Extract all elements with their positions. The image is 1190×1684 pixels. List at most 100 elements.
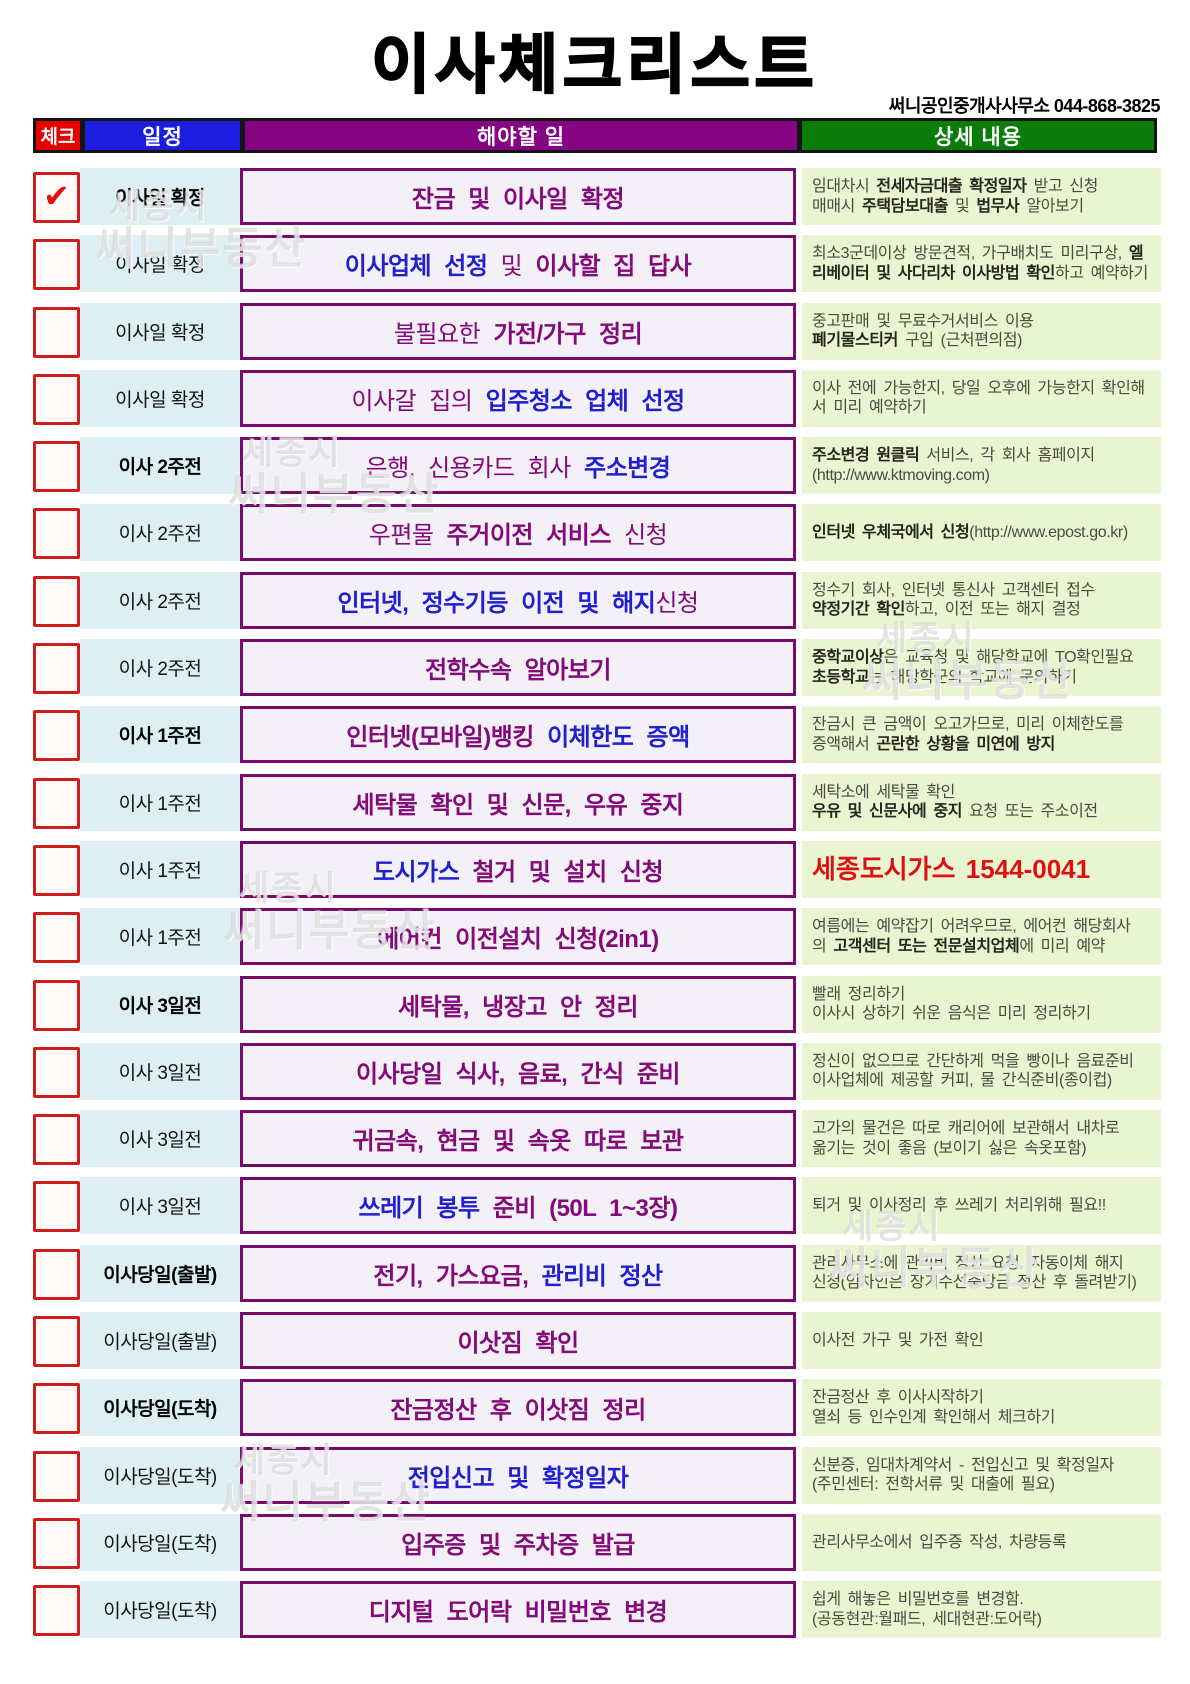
text-segment: 이사전 가구 및 가전 확인	[812, 1331, 984, 1349]
row-checkbox[interactable]	[33, 844, 80, 896]
row-checkbox[interactable]	[33, 710, 80, 762]
text-segment: 세탁물 확인 및 신문, 우유 중지	[352, 791, 684, 819]
text-segment: 요청 또는 주소이전	[962, 803, 1098, 821]
text-segment: 관리사무소에서 입주증 작성, 차량등록	[812, 1533, 1067, 1551]
table-row: 이사당일(출발) 전기, 가스요금, 관리비 정산 관리사무소에 관리비 정산 요청…	[33, 1244, 1167, 1302]
text-segment: 임대차시	[812, 177, 877, 195]
text-segment: 신청	[610, 522, 668, 550]
table-row: 이사일 확정 이사업체 선정 및 이사할 집 답사 최소3군데이상 방문견적, 가구…	[33, 235, 1167, 293]
detail-line: 관리사무소에서 입주증 작성, 차량등록	[812, 1533, 1157, 1553]
row-checkbox[interactable]	[33, 979, 80, 1031]
row-checkbox[interactable]	[33, 239, 80, 291]
detail-line: (http://www.ktmoving.com)	[812, 466, 1157, 486]
row-checkbox[interactable]	[33, 777, 80, 829]
text-segment: 주거이전 서비스	[446, 522, 612, 550]
text-segment: 하고, 이전 또는 해지 결정	[904, 601, 1081, 619]
text-segment: 이사당일 식사, 음료, 간식 준비	[356, 1060, 680, 1088]
text-segment: 증액해서	[812, 735, 877, 753]
text-segment: 관리비 정산	[541, 1262, 664, 1290]
text-segment: 엘리베이터 및 사다리차 이사방법 확인	[812, 245, 1144, 282]
detail-cell: 세탁소에 세탁물 확인 우유 및 신문사에 중지 요청 또는 주소이전	[802, 773, 1161, 831]
text-segment: (http://www.epost.go.kr)	[969, 524, 1128, 542]
column-header-task: 해야할 일	[245, 121, 797, 150]
task-box: 세탁물 확인 및 신문, 우유 중지	[240, 773, 796, 831]
text-segment: 하고 예약하기	[1054, 264, 1148, 282]
row-checkbox[interactable]	[33, 1450, 80, 1502]
row-checkbox[interactable]	[33, 912, 80, 964]
detail-cell: 주소변경 원클릭 서비스, 각 회사 홈페이지 (http://www.ktmov…	[802, 437, 1161, 495]
text-segment: 잔금정산 후 이사시작하기	[812, 1389, 984, 1407]
text-segment: 도시가스	[372, 858, 460, 886]
schedule-cell: 이사당일(도착)	[80, 1513, 240, 1571]
detail-line: 임대차시 전세자금대출 확정일자 받고 신청	[812, 177, 1157, 197]
schedule-cell: 이사 3일전	[80, 975, 240, 1033]
task-box: 전입신고 및 확정일자	[240, 1446, 796, 1504]
text-segment: 쉽게 해놓은 비밀번호를 변경함.	[812, 1591, 1024, 1609]
text-segment: 는 해당학군의 학교에 문의하기	[869, 668, 1077, 686]
text-segment: 신분증, 임대차계약서 - 전입신고 및 확정일자	[812, 1456, 1114, 1474]
text-segment: 에어컨 이전설치 신청(2in1)	[377, 926, 659, 954]
schedule-cell: 이사 2주전	[80, 504, 240, 562]
schedule-cell: 이사 1주전	[80, 908, 240, 966]
table-row: 이사일 확정 이사갈 집의 입주청소 업체 선정 이사 전에 가능한지, 당일 오후…	[33, 369, 1167, 427]
text-segment: 전입신고 및 확정일자	[407, 1464, 629, 1492]
detail-line: 고가의 물건은 따로 캐리어에 보관해서 내차로	[812, 1119, 1157, 1139]
text-segment: 가전/가구 정리	[493, 320, 643, 348]
row-checkbox[interactable]	[33, 575, 80, 627]
text-segment: 정신이 없으므로 간단하게 먹을 빵이나 음료준비	[812, 1052, 1134, 1070]
detail-cell: 세종도시가스 1544-0041	[802, 840, 1161, 898]
schedule-cell: 이사당일(출발)	[80, 1244, 240, 1302]
task-box: 이삿짐 확인	[240, 1312, 796, 1370]
text-segment: 알아보기	[1019, 197, 1084, 215]
text-segment: 폐기물스티커	[812, 332, 898, 350]
detail-cell: 잔금시 큰 금액이 오고가므로, 미리 이체한도를 증액해서 곤란한 상황을 미연…	[802, 706, 1161, 764]
text-segment: 이사 전에 가능한지, 당일 오후에 가능한지 확인해서 미리 예약하기	[812, 379, 1145, 417]
text-segment: (공동현관:월패드, 세대현관:도어락)	[812, 1610, 1042, 1628]
detail-line: 약정기간 확인하고, 이전 또는 해지 결정	[812, 600, 1157, 620]
row-checkbox[interactable]	[33, 1046, 80, 1098]
text-segment: 입주청소 업체 선정	[485, 387, 685, 415]
text-segment: 받고 신청	[1026, 177, 1099, 195]
table-row: 이사 2주전 전학수속 알아보기 중학교이상은 교육청 및 해당학교에 TO확인필요…	[33, 639, 1167, 697]
row-checkbox[interactable]	[33, 1181, 80, 1233]
detail-line: 쉽게 해놓은 비밀번호를 변경함.	[812, 1590, 1157, 1610]
row-checkbox[interactable]	[33, 1248, 80, 1300]
row-checkbox[interactable]	[33, 1517, 80, 1569]
text-segment: 인터넷, 정수기등 이전 및 해지	[337, 589, 656, 617]
detail-line: 이사 전에 가능한지, 당일 오후에 가능한지 확인해서 미리 예약하기	[812, 379, 1157, 418]
row-checkbox[interactable]	[33, 643, 80, 695]
detail-cell: 이사전 가구 및 가전 확인	[802, 1312, 1161, 1370]
row-checkbox[interactable]	[33, 508, 80, 560]
row-checkbox[interactable]	[33, 1114, 80, 1166]
task-box: 우편물 주거이전 서비스 신청	[240, 504, 796, 562]
schedule-cell: 이사 2주전	[80, 437, 240, 495]
table-row: 이사당일(도착) 잔금정산 후 이삿짐 정리 잔금정산 후 이사시작하기 열쇠 등 인…	[33, 1379, 1167, 1437]
detail-line: 잔금시 큰 금액이 오고가므로, 미리 이체한도를	[812, 715, 1157, 735]
detail-line: 정신이 없으므로 간단하게 먹을 빵이나 음료준비	[812, 1052, 1157, 1072]
detail-line: 이사시 상하기 쉬운 음식은 미리 정리하기	[812, 1004, 1157, 1024]
row-checkbox[interactable]: ✔	[33, 172, 80, 223]
row-checkbox[interactable]	[33, 306, 80, 358]
text-segment: 인터넷 우체국에서 신청	[812, 524, 970, 542]
detail-line: 중학교이상은 교육청 및 해당학교에 TO확인필요	[812, 648, 1157, 668]
schedule-cell: 이사당일(도착)	[80, 1581, 240, 1639]
text-segment: 주소변경 원클릭	[812, 447, 920, 465]
task-box: 이사업체 선정 및 이사할 집 답사	[240, 235, 796, 293]
table-row: 이사 1주전 세탁물 확인 및 신문, 우유 중지 세탁소에 세탁물 확인 우유 및 …	[33, 773, 1167, 831]
row-checkbox[interactable]	[33, 1383, 80, 1435]
row-checkbox[interactable]	[33, 441, 80, 493]
table-row: 이사당일(도착) 디지털 도어락 비밀번호 변경 쉽게 해놓은 비밀번호를 변경함.…	[33, 1581, 1167, 1639]
text-segment: 구입 (근처편의점)	[897, 332, 1023, 350]
task-box: 인터넷(모바일)뱅킹 이체한도 증액	[240, 706, 796, 764]
row-checkbox[interactable]	[33, 373, 80, 425]
text-segment: 정수기 회사, 인터넷 통신사 고객센터 접수	[812, 581, 1095, 599]
schedule-cell: 이사일 확정	[80, 235, 240, 293]
row-checkbox[interactable]	[33, 1316, 80, 1368]
task-box: 잔금 및 이사일 확정	[240, 168, 796, 225]
text-segment: 및	[947, 197, 977, 215]
detail-line: (공동현관:월패드, 세대현관:도어락)	[812, 1610, 1157, 1630]
text-segment: 전기, 가스요금,	[373, 1262, 542, 1290]
row-checkbox[interactable]	[33, 1585, 80, 1637]
detail-line: 우유 및 신문사에 중지 요청 또는 주소이전	[812, 802, 1157, 822]
detail-line: 중고판매 및 무료수거서비스 이용	[812, 312, 1157, 332]
